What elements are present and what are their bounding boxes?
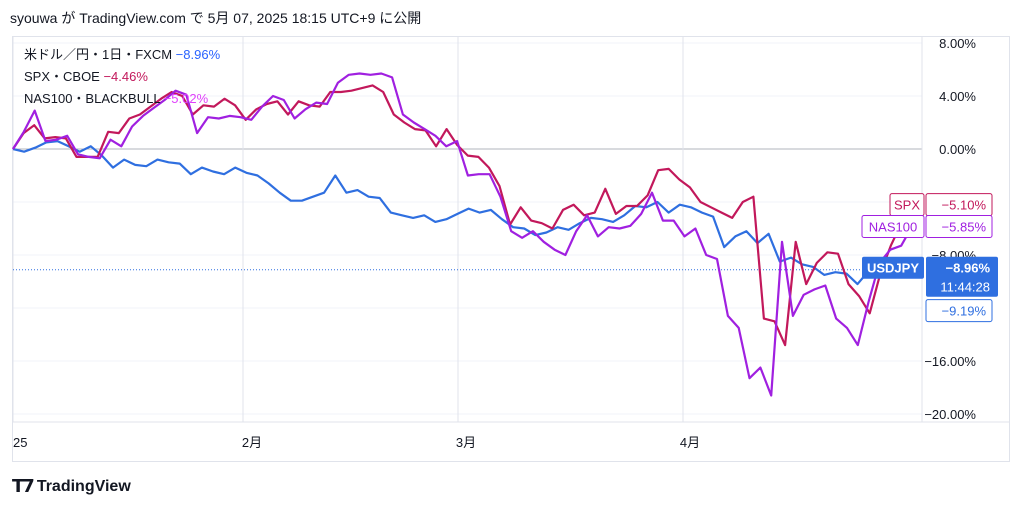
legend-value: −5.02% (163, 91, 209, 106)
legend-symbol: 米ドル／円・1日・FXCM (24, 47, 176, 62)
series-line-nas[interactable] (12, 72, 913, 397)
footer[interactable]: 𝗧𝟳 TradingView (12, 476, 131, 497)
nas-badge-value: −5.85% (942, 220, 987, 235)
usdjpy-badge-value: −8.96% (946, 261, 991, 276)
series-line-usdjpy[interactable] (12, 140, 903, 286)
nas-badge-label: NAS100 (869, 220, 917, 235)
y-tick-label: 4.00% (939, 89, 976, 104)
usdjpy-value-badge[interactable] (926, 256, 998, 297)
legend-row[interactable]: 米ドル／円・1日・FXCM −8.96% (24, 44, 220, 63)
usdjpy-alt-value-badge[interactable] (925, 299, 993, 323)
legend-symbol: NAS100・BLACKBULL (24, 91, 164, 106)
series-line-spx[interactable] (12, 84, 913, 347)
nas-value-badge[interactable] (925, 215, 993, 239)
y-tick-label: 0.00% (939, 142, 976, 157)
y-tick-label: −16.00% (924, 354, 976, 369)
legend-symbol: SPX・CBOE (24, 69, 104, 84)
usdjpy-badge-label: USDJPY (867, 261, 919, 276)
publish-header: syouwa が TradingView.com で 5月 07, 2025 1… (10, 10, 422, 26)
x-tick-label: 2月 (242, 435, 262, 450)
x-tick-label: 3月 (456, 435, 476, 450)
nas-symbol-badge[interactable] (861, 215, 925, 239)
spx-badge-value: −5.10% (942, 198, 987, 213)
x-tick-label: 4月 (680, 435, 700, 450)
usdjpy-symbol-badge[interactable] (862, 256, 924, 279)
tradingview-logo-icon: 𝗧𝟳 (12, 476, 35, 496)
legend-value: −8.96% (175, 47, 221, 62)
legend-value: −4.46% (103, 69, 148, 84)
usdjpy-badge-time: 11:44:28 (940, 280, 990, 295)
spx-badge-label: SPX (894, 198, 920, 213)
footer-brand: TradingView (36, 477, 131, 495)
y-tick-label: −20.00% (924, 407, 976, 422)
y-tick-label: 8.00% (939, 36, 976, 51)
legend-row[interactable]: NAS100・BLACKBULL −5.02% (24, 88, 208, 107)
x-tick-label: 25 (13, 435, 27, 450)
legend-row[interactable]: SPX・CBOE −4.46% (24, 66, 148, 85)
usdjpy-alt-badge-value: −9.19% (942, 304, 987, 319)
